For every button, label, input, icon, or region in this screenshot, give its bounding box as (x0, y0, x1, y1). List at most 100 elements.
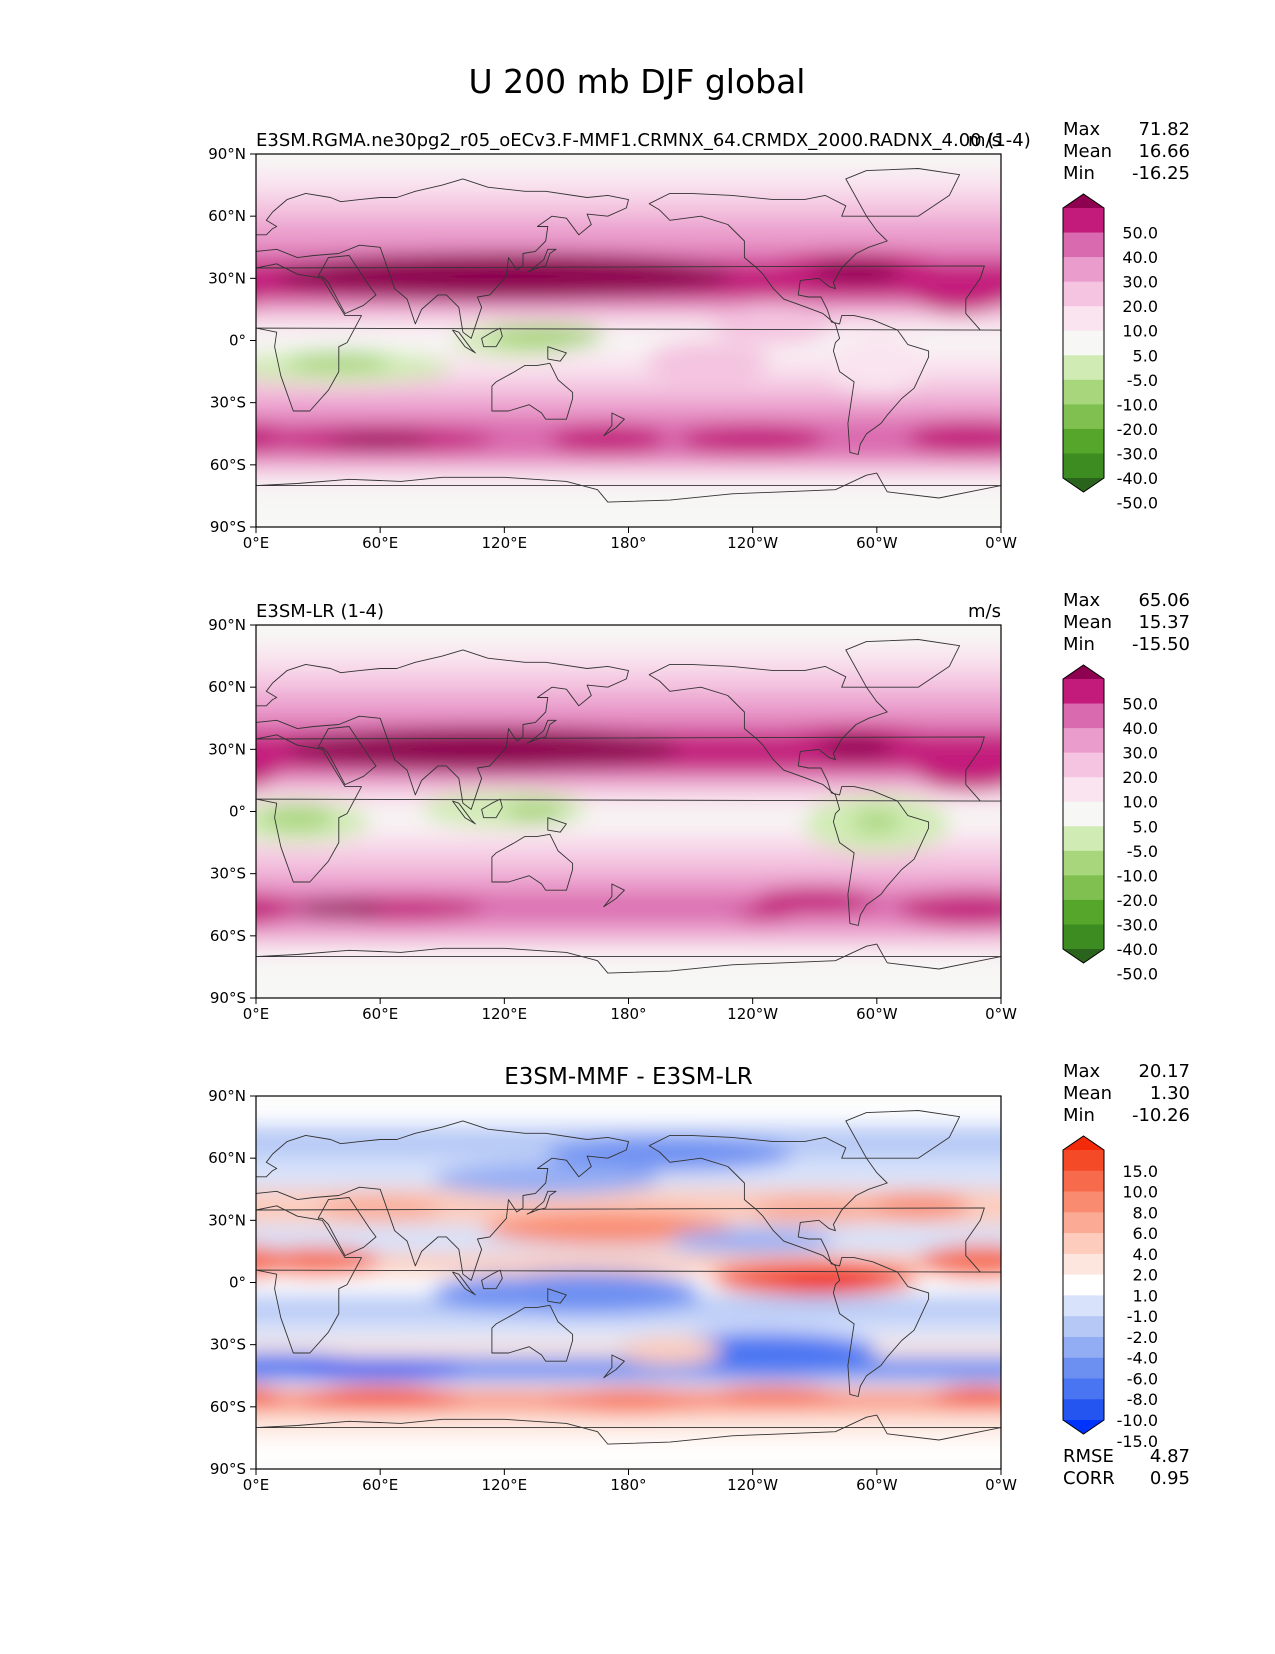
contour-cell (504, 801, 567, 822)
colorbar-tick-label: -15.0 (1117, 1432, 1158, 1451)
colorbar-segment (1063, 281, 1104, 307)
stat-max-label: Max (1063, 590, 1101, 611)
contour-cell (256, 893, 298, 924)
x-tick-label: 60°W (856, 1005, 898, 1023)
colorbar-segment (1063, 257, 1104, 283)
x-tick-label: 0°E (243, 1005, 270, 1023)
y-tick-label: 0° (229, 1274, 246, 1292)
x-tick-label: 60°W (856, 1476, 898, 1494)
colorbar-tick-label: -20.0 (1117, 891, 1158, 910)
colorbar-segment (1063, 1191, 1104, 1213)
contour-band (256, 296, 1001, 308)
x-tick-label: 180° (610, 1005, 646, 1023)
colorbar-segment (1063, 801, 1104, 827)
coastline (317, 726, 377, 786)
stat-mean-label: Mean (1063, 612, 1112, 633)
contour-cell (852, 811, 902, 833)
stat-min-value: -16.25 (1132, 163, 1190, 184)
contour-band (256, 780, 1001, 795)
colorbar-tick-label: -6.0 (1127, 1369, 1158, 1388)
y-tick-label: 60°N (208, 207, 246, 225)
colorbar: 50.0 40.0 30.0 20.0 10.0 5.0 -5.0 -10.0 -20.0 -30… (1062, 664, 1158, 984)
stat-max-label: Max (1063, 1061, 1101, 1082)
contour-band (256, 154, 1001, 171)
colorbar-segment (1063, 924, 1104, 950)
colorbar-segment (1063, 379, 1104, 405)
colorbar-segment (1063, 850, 1104, 876)
contour-band (256, 1319, 1001, 1341)
colorbar-segment (1063, 875, 1104, 901)
x-tick-label: 180° (610, 534, 646, 552)
contour-band (256, 645, 1001, 671)
colorbar-segment (1063, 1170, 1104, 1193)
contour-cell (473, 732, 639, 762)
contour-band (256, 956, 1001, 998)
stat-corr-value: 0.95 (1150, 1468, 1190, 1489)
contour-cell (549, 425, 666, 455)
x-tick-label: 60°E (362, 534, 398, 552)
map-field (256, 154, 1001, 527)
coastline (547, 1288, 567, 1304)
coastline (452, 800, 476, 825)
contour-band (256, 1437, 1001, 1469)
x-tick-label: 0°W (985, 1476, 1017, 1494)
stat-min-label: Min (1063, 1105, 1095, 1126)
contour-band (256, 767, 1001, 781)
coastline (547, 817, 567, 833)
colorbar-tick-label: 40.0 (1122, 248, 1158, 267)
contour-cell (545, 1137, 795, 1171)
colorbar-tick-label: -10.0 (1117, 866, 1158, 885)
contour-cell (431, 1276, 577, 1310)
map-panel-test: 0°E 60°E 120°E 180° 120°W 60°W 0°W 90°N 60°N 30°N… (208, 119, 1190, 552)
coastline (452, 1271, 476, 1296)
colorbar-tick-label: -5.0 (1127, 371, 1158, 390)
x-tick-label: 120°W (727, 1476, 778, 1494)
contour-cell (256, 760, 277, 788)
colorbar-segment (1063, 728, 1104, 754)
contour-band (256, 377, 1001, 399)
colorbar-extend-min (1063, 949, 1104, 963)
colorbar-tick-label: 50.0 (1122, 224, 1158, 243)
colorbar-tick-label: -4.0 (1127, 1349, 1158, 1368)
x-tick-label: 120°W (727, 1005, 778, 1023)
colorbar-outline (1062, 193, 1105, 493)
coastline (481, 798, 503, 819)
colorbar-tick-label: -10.0 (1117, 395, 1158, 414)
colorbar-tick-label: -40.0 (1117, 940, 1158, 959)
contour-band (256, 170, 1001, 196)
contour-band (256, 1381, 1001, 1391)
y-tick-label: 30°N (208, 740, 246, 758)
contour-band (256, 939, 1001, 957)
contour-cell (752, 1195, 877, 1225)
colorbar-segment (1063, 703, 1104, 729)
contour-band (256, 695, 1001, 721)
colorbar-tick-label: 15.0 (1122, 1162, 1158, 1181)
colorbar-tick-label: -50.0 (1117, 965, 1158, 984)
colorbar-segment (1063, 1399, 1104, 1421)
contour-cell (256, 1386, 288, 1406)
coastline (481, 1269, 503, 1290)
contour-cell (318, 741, 484, 766)
colorbar-tick-label: 20.0 (1122, 297, 1158, 316)
contour-band (256, 670, 1001, 696)
colorbar-tick-label: 10.0 (1122, 322, 1158, 341)
colorbar-segment (1063, 1253, 1104, 1276)
colorbar-segment (1063, 1295, 1104, 1317)
x-tick-label: 0°W (985, 1005, 1017, 1023)
contour-cell (545, 1388, 712, 1414)
coastline (256, 263, 1001, 412)
contour-band (256, 625, 1001, 646)
y-tick-label: 90°S (210, 1460, 246, 1478)
colorbar-tick-label: 1.0 (1133, 1286, 1158, 1305)
y-tick-label: 30°N (208, 269, 246, 287)
coastline (317, 1197, 377, 1257)
colorbar-tick-label: 5.0 (1133, 346, 1158, 365)
contour-cell (256, 423, 288, 453)
panel-title-center: E3SM-MMF - E3SM-LR (504, 1064, 752, 1090)
colorbar-outline (1062, 1135, 1105, 1435)
contour-cell (783, 1270, 888, 1291)
y-tick-label: 60°S (210, 927, 246, 945)
coastline (491, 1304, 574, 1362)
y-tick-label: 90°S (210, 518, 246, 536)
coastline (491, 362, 574, 420)
